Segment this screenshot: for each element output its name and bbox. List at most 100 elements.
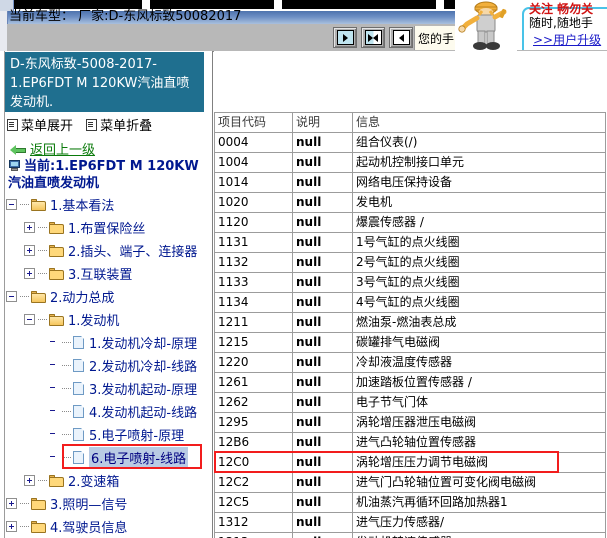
menu-collapse-label: 菜单折叠 bbox=[100, 119, 153, 134]
table-row[interactable]: 1261 null 加速踏板位置传感器 / bbox=[214, 372, 606, 393]
table-cell-desc: null bbox=[292, 212, 353, 233]
promo-line-2: 随时,随地手 bbox=[529, 16, 593, 30]
tree-item[interactable]: 1.发动机冷却-原理 bbox=[0, 331, 212, 354]
table-cell-code: 1132 bbox=[214, 252, 293, 273]
table-cell-code: 1295 bbox=[214, 412, 293, 433]
table-row[interactable]: 1004 null 起动机控制接口单元 bbox=[214, 152, 606, 173]
table-cell-info: 发动机转速传感器 bbox=[352, 532, 606, 538]
table-cell-desc: null bbox=[292, 532, 353, 538]
tree-item-label: 5.电子喷射-原理 bbox=[89, 429, 185, 444]
table-row[interactable]: 1132 null 2号气缸的点火线圈 bbox=[214, 252, 606, 273]
tree-item[interactable]: 1.发动机 bbox=[0, 308, 212, 331]
tree-item[interactable]: 3.发动机起动-原理 bbox=[0, 377, 212, 400]
promo-frame bbox=[522, 7, 607, 50]
table-row[interactable]: 0004 null 组合仪表(/) bbox=[214, 132, 606, 153]
tree-item[interactable]: 1.布置保险丝 bbox=[0, 216, 212, 239]
table-row[interactable]: 1262 null 电子节气门体 bbox=[214, 392, 606, 413]
tree-item[interactable]: 5.电子喷射-原理 bbox=[0, 423, 212, 446]
tree-connector bbox=[62, 456, 71, 459]
table-row[interactable]: 1295 null 涡轮增压器泄压电磁阀 bbox=[214, 412, 606, 433]
table-row[interactable]: 12B6 null 进气凸轮轴位置传感器 bbox=[214, 432, 606, 453]
tree-item-label: 6.电子喷射-线路 bbox=[89, 447, 189, 468]
arrow-left-green-icon bbox=[10, 145, 27, 155]
table-cell-info: 进气凸轮轴位置传感器 bbox=[352, 432, 606, 453]
tree-collapse-minus-icon[interactable] bbox=[6, 291, 17, 302]
table-cell-code: 1262 bbox=[214, 392, 293, 413]
table-cell-code: 1220 bbox=[214, 352, 293, 373]
table-cell-code: 12C2 bbox=[214, 472, 293, 493]
table-row[interactable]: 1211 null 燃油泵-燃油表总成 bbox=[214, 312, 606, 333]
tree-item[interactable]: 4.驾驶员信息 bbox=[0, 515, 212, 538]
table-row[interactable]: 1014 null 网络电压保持设备 bbox=[214, 172, 606, 193]
menu-collapse-button[interactable]: 菜单折叠 bbox=[86, 115, 152, 134]
menu-expand-button[interactable]: 菜单展开 bbox=[7, 115, 73, 134]
table-row[interactable]: 1133 null 3号气缸的点火线圈 bbox=[214, 272, 606, 293]
table-row[interactable]: 1020 null 发电机 bbox=[214, 192, 606, 213]
tree-connector bbox=[38, 479, 47, 482]
table-row[interactable]: 1215 null 碳罐排气电磁阀 bbox=[214, 332, 606, 353]
table-row[interactable]: 1120 null 爆震传感器 / bbox=[214, 212, 606, 233]
table-cell-code: 1014 bbox=[214, 172, 293, 193]
document-icon bbox=[73, 359, 85, 372]
tree-expand-plus-icon[interactable] bbox=[24, 245, 35, 256]
table-column-header[interactable]: 项目代码 bbox=[214, 112, 293, 133]
arrow-left-icon bbox=[398, 33, 404, 42]
tree-item[interactable]: 1.基本看法 bbox=[0, 193, 212, 216]
step-forward-button[interactable] bbox=[333, 27, 357, 48]
table-cell-info: 电子节气门体 bbox=[352, 392, 606, 413]
tree-expand-plus-icon[interactable] bbox=[6, 521, 17, 532]
table-cell-code: 1004 bbox=[214, 152, 293, 173]
window-title-band-edge bbox=[0, 11, 8, 24]
table-cell-desc: null bbox=[292, 312, 353, 333]
table-row[interactable]: 1134 null 4号气缸的点火线圈 bbox=[214, 292, 606, 313]
tree-item[interactable]: 2.发动机冷却-线路 bbox=[0, 354, 212, 377]
tree-item[interactable]: 3.照明—信号 bbox=[0, 492, 212, 515]
table-cell-code: 1215 bbox=[214, 332, 293, 353]
tree-item-label: 1.发动机 bbox=[68, 314, 120, 329]
promo-panel[interactable]: 关注 畅勿关 随时,随地手 >>用户升级 bbox=[517, 0, 607, 50]
tree-item[interactable]: 4.发动机起动-线路 bbox=[0, 400, 212, 423]
table-cell-desc: null bbox=[292, 252, 353, 273]
table-cell-info: 碳罐排气电磁阀 bbox=[352, 332, 606, 353]
table-column-header[interactable]: 信息 bbox=[352, 112, 606, 133]
tree-item[interactable]: 6.电子喷射-线路 bbox=[0, 446, 212, 469]
back-link[interactable]: 返回上一级 bbox=[10, 139, 95, 158]
table-row[interactable]: 1313null发动机转速传感器 bbox=[214, 532, 606, 538]
folder-icon bbox=[49, 474, 64, 487]
table-column-header[interactable]: 说明 bbox=[292, 112, 353, 133]
table-row[interactable]: 1131 null 1号气缸的点火线圈 bbox=[214, 232, 606, 253]
document-icon bbox=[73, 405, 85, 418]
data-table-panel: 项目代码 说明 信息 0004 null 组合仪表(/) 1004 null 起动机控制接口单… bbox=[214, 51, 607, 538]
tree-expand-plus-icon[interactable] bbox=[6, 498, 17, 509]
table-row[interactable]: 12C0 null 涡轮增压压力调节电磁阀 bbox=[214, 452, 606, 473]
tree-expand-plus-icon[interactable] bbox=[24, 475, 35, 486]
table-row[interactable]: 12C2 null 进气门凸轮轴位置可变化阀电磁阀 bbox=[214, 472, 606, 493]
tree-item[interactable]: 2.变速箱 bbox=[0, 469, 212, 492]
tree-item[interactable]: 2.动力总成 bbox=[0, 285, 212, 308]
step-back-button[interactable] bbox=[389, 27, 413, 48]
tree-collapse-minus-icon[interactable] bbox=[24, 314, 35, 325]
table-cell-desc: null bbox=[292, 432, 353, 453]
table-row[interactable]: 12C5 null 机油蒸汽再循环回路加热器1 bbox=[214, 492, 606, 513]
tree-connector bbox=[62, 341, 71, 344]
tree-item[interactable]: 2.插头、端子、连接器 bbox=[0, 239, 212, 262]
promo-upgrade-link[interactable]: >>用户升级 bbox=[533, 33, 602, 47]
folder-open-icon bbox=[49, 313, 64, 326]
table-row[interactable]: 1312 null 进气压力传感器/ bbox=[214, 512, 606, 533]
tree-expand-plus-icon[interactable] bbox=[24, 268, 35, 279]
navigation-button-group bbox=[333, 27, 413, 48]
table-cell-code: 1133 bbox=[214, 272, 293, 293]
tree-collapse-minus-icon[interactable] bbox=[6, 199, 17, 210]
table-cell-code: 1134 bbox=[214, 292, 293, 313]
tree-connector bbox=[20, 295, 29, 298]
table-cell-code: 1020 bbox=[214, 192, 293, 213]
menu-expand-label: 菜单展开 bbox=[21, 119, 74, 134]
tree-leaf-spacer bbox=[48, 383, 59, 394]
computer-icon bbox=[8, 160, 21, 172]
promo-line-1: 关注 畅勿关 bbox=[529, 2, 594, 16]
tree-leaf-spacer bbox=[48, 360, 59, 371]
step-both-button[interactable] bbox=[361, 27, 385, 48]
table-row[interactable]: 1220 null 冷却液温度传感器 bbox=[214, 352, 606, 373]
tree-expand-plus-icon[interactable] bbox=[24, 222, 35, 233]
tree-item[interactable]: 3.互联装置 bbox=[0, 262, 212, 285]
